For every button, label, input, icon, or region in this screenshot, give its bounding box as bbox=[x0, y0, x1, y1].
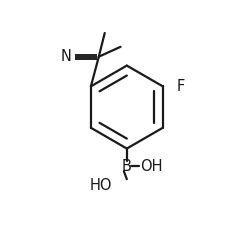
Text: HO: HO bbox=[89, 178, 112, 193]
Text: OH: OH bbox=[139, 159, 162, 174]
Text: F: F bbox=[176, 79, 184, 94]
Text: N: N bbox=[61, 49, 71, 64]
Text: B: B bbox=[121, 159, 131, 174]
